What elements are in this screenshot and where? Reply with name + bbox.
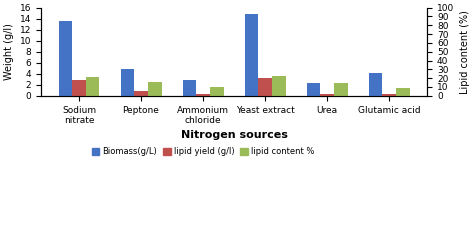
Bar — [134, 91, 148, 96]
Bar — [58, 21, 72, 96]
Bar — [369, 73, 383, 96]
Bar — [182, 80, 196, 96]
Bar — [210, 87, 224, 96]
Y-axis label: Weight (g/l): Weight (g/l) — [4, 23, 14, 80]
Bar — [196, 94, 210, 96]
Bar — [72, 80, 86, 96]
Bar — [334, 83, 348, 96]
Bar — [383, 94, 396, 96]
Bar — [272, 76, 286, 96]
Y-axis label: Lipid content (%): Lipid content (%) — [460, 10, 470, 94]
X-axis label: Nitrogen sources: Nitrogen sources — [181, 130, 288, 141]
Bar — [245, 14, 258, 96]
Legend: Biomass(g/L), lipid yield (g/l), lipid content %: Biomass(g/L), lipid yield (g/l), lipid c… — [89, 144, 318, 160]
Bar — [396, 88, 410, 96]
Bar — [148, 82, 162, 96]
Bar — [320, 94, 334, 96]
Bar — [258, 78, 272, 96]
Bar — [86, 77, 100, 96]
Bar — [307, 82, 320, 96]
Bar — [120, 69, 134, 96]
